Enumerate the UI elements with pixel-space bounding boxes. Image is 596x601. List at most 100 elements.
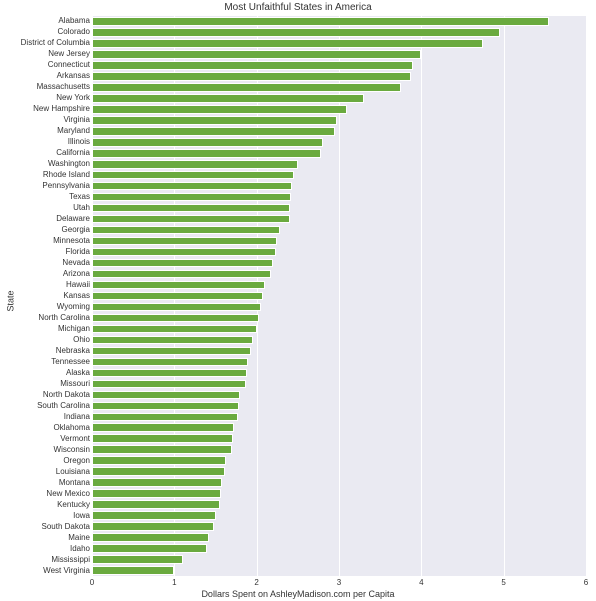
- bar: [92, 522, 214, 531]
- y-tick-label: Tennessee: [4, 358, 90, 366]
- x-tick-label: 4: [419, 578, 423, 587]
- y-tick-label: Illinois: [4, 138, 90, 146]
- y-tick-label: Arkansas: [4, 72, 90, 80]
- bar: [92, 248, 276, 257]
- bar: [92, 467, 225, 476]
- bar: [92, 478, 222, 487]
- bar: [92, 325, 257, 334]
- bar: [92, 445, 232, 454]
- y-tick-label: California: [4, 149, 90, 157]
- bar: [92, 303, 261, 312]
- bar: [92, 511, 216, 520]
- bar: [92, 28, 500, 37]
- bar: [92, 160, 298, 169]
- y-tick-label: Pennsylvania: [4, 182, 90, 190]
- bar: [92, 204, 290, 213]
- bar: [92, 544, 207, 553]
- y-tick-label: New York: [4, 94, 90, 102]
- bar: [92, 500, 220, 509]
- y-tick-label: New Hampshire: [4, 105, 90, 113]
- bar: [92, 489, 221, 498]
- y-tick-label: Nebraska: [4, 347, 90, 355]
- y-tick-label: Delaware: [4, 215, 90, 223]
- bar: [92, 292, 263, 301]
- bar: [92, 171, 294, 180]
- plot-area: [92, 16, 586, 576]
- y-tick-label: New Mexico: [4, 490, 90, 498]
- x-tick-label: 0: [90, 578, 94, 587]
- x-tick-label: 5: [501, 578, 505, 587]
- y-tick-label: Alabama: [4, 17, 90, 25]
- y-tick-label: Alaska: [4, 369, 90, 377]
- bar: [92, 149, 321, 158]
- bar: [92, 50, 421, 59]
- gridline: [421, 16, 422, 576]
- y-tick-label: Michigan: [4, 325, 90, 333]
- x-tick-label: 6: [584, 578, 588, 587]
- y-tick-label: Louisiana: [4, 468, 90, 476]
- y-tick-label: Arizona: [4, 270, 90, 278]
- y-tick-label: Mississippi: [4, 556, 90, 564]
- y-tick-label: Minnesota: [4, 237, 90, 245]
- y-tick-label: Texas: [4, 193, 90, 201]
- bar: [92, 259, 273, 268]
- bar: [92, 270, 271, 279]
- bar: [92, 237, 277, 246]
- y-tick-label: Florida: [4, 248, 90, 256]
- y-tick-label: Oklahoma: [4, 424, 90, 432]
- bar: [92, 413, 238, 422]
- gridline: [504, 16, 505, 576]
- bar: [92, 17, 549, 26]
- y-tick-label: District of Columbia: [4, 39, 90, 47]
- y-tick-label: Missouri: [4, 380, 90, 388]
- bar: [92, 336, 253, 345]
- bar: [92, 215, 290, 224]
- bar: [92, 193, 291, 202]
- y-tick-label: Hawaii: [4, 281, 90, 289]
- bar: [92, 39, 483, 48]
- bar: [92, 72, 411, 81]
- y-tick-label: Washington: [4, 160, 90, 168]
- y-tick-label: Kentucky: [4, 501, 90, 509]
- chart-title: Most Unfaithful States in America: [0, 2, 596, 13]
- y-tick-label: Massachusetts: [4, 83, 90, 91]
- y-tick-label: Colorado: [4, 28, 90, 36]
- y-tick-label: Idaho: [4, 545, 90, 553]
- y-tick-label: Montana: [4, 479, 90, 487]
- y-tick-label: Connecticut: [4, 61, 90, 69]
- y-tick-label: South Carolina: [4, 402, 90, 410]
- bar: [92, 83, 401, 92]
- y-tick-label: Rhode Island: [4, 171, 90, 179]
- bar: [92, 380, 246, 389]
- y-tick-label: Nevada: [4, 259, 90, 267]
- x-tick-label: 2: [254, 578, 258, 587]
- bar: [92, 391, 240, 400]
- bar: [92, 138, 323, 147]
- y-tick-label: North Carolina: [4, 314, 90, 322]
- bar: [92, 423, 234, 432]
- x-tick-label: 1: [172, 578, 176, 587]
- y-tick-label: Wyoming: [4, 303, 90, 311]
- bar: [92, 402, 239, 411]
- bar: [92, 314, 259, 323]
- y-tick-label: Vermont: [4, 435, 90, 443]
- bar: [92, 369, 247, 378]
- y-tick-label: Oregon: [4, 457, 90, 465]
- bar: [92, 456, 226, 465]
- y-tick-label: Maine: [4, 534, 90, 542]
- x-tick-label: 3: [337, 578, 341, 587]
- y-tick-label: South Dakota: [4, 523, 90, 531]
- y-tick-label: Virginia: [4, 116, 90, 124]
- bar: [92, 105, 347, 114]
- bar: [92, 182, 292, 191]
- y-tick-label: Utah: [4, 204, 90, 212]
- y-tick-label: Indiana: [4, 413, 90, 421]
- bar: [92, 555, 183, 564]
- bar: [92, 281, 265, 290]
- y-tick-label: Georgia: [4, 226, 90, 234]
- y-tick-label: New Jersey: [4, 50, 90, 58]
- bar: [92, 434, 233, 443]
- y-tick-label: Ohio: [4, 336, 90, 344]
- chart-container: Most Unfaithful States in America State …: [0, 0, 596, 601]
- y-tick-label: North Dakota: [4, 391, 90, 399]
